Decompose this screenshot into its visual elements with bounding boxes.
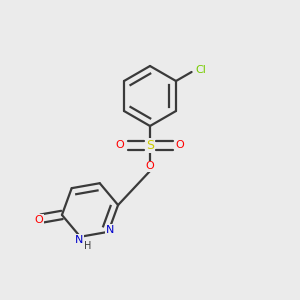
Text: O: O <box>146 161 154 172</box>
Text: O: O <box>34 215 43 225</box>
Text: Cl: Cl <box>195 65 206 76</box>
Text: H: H <box>84 241 92 251</box>
Text: N: N <box>75 235 83 245</box>
Text: O: O <box>176 140 184 151</box>
Text: S: S <box>146 139 154 152</box>
Text: N: N <box>106 225 114 235</box>
Text: O: O <box>116 140 124 151</box>
